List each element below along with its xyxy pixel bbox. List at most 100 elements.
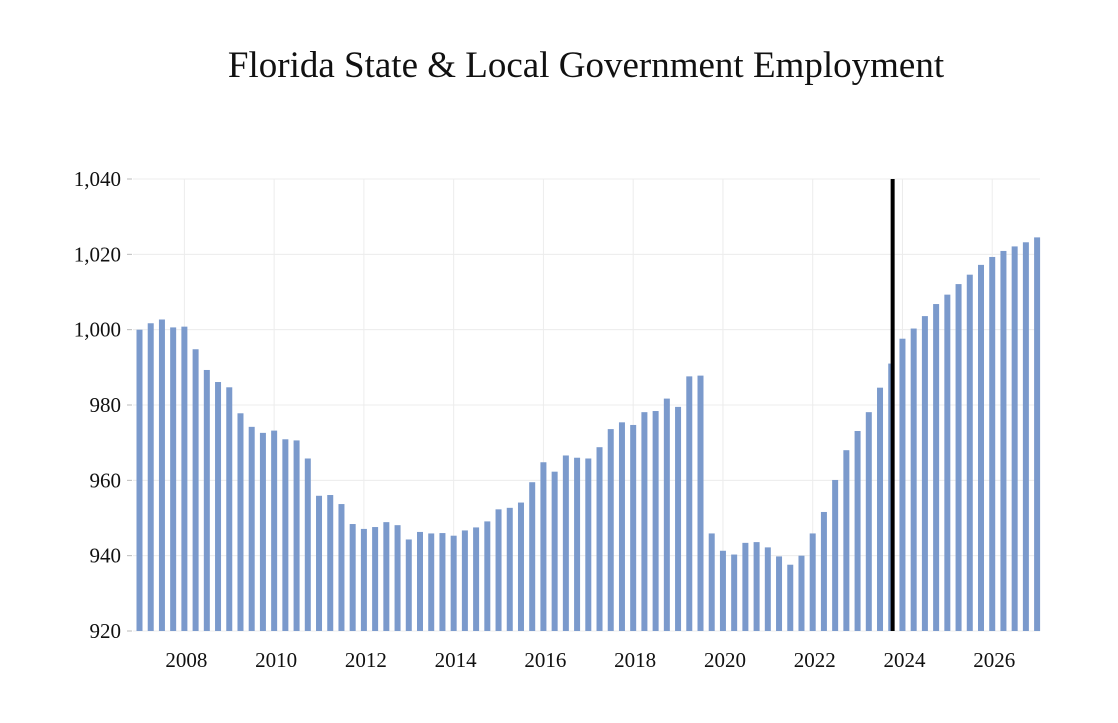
bar <box>1011 246 1018 632</box>
bar <box>417 531 423 631</box>
bar <box>899 338 906 631</box>
x-tick-label: 2016 <box>524 648 566 672</box>
bar <box>574 457 581 631</box>
bar <box>428 533 435 631</box>
bar <box>1022 242 1029 631</box>
bar <box>1000 250 1007 631</box>
bar <box>349 524 356 631</box>
bar <box>675 406 682 631</box>
bar <box>708 533 715 631</box>
y-axis: 920 940 960 980 1,000 1,020 1,040 <box>74 167 132 643</box>
bar <box>136 329 143 631</box>
chart-title: Florida State & Local Government Employm… <box>228 45 945 86</box>
bar <box>641 412 648 631</box>
bar <box>316 495 323 631</box>
bar <box>910 328 917 631</box>
bar <box>776 556 783 631</box>
bar <box>731 554 738 631</box>
bar <box>966 274 973 631</box>
bar <box>989 256 996 631</box>
bar <box>652 411 659 631</box>
bar <box>955 284 962 631</box>
bar <box>327 495 334 631</box>
bar <box>394 525 401 631</box>
bar <box>787 564 794 631</box>
bar <box>978 264 984 631</box>
bar <box>372 527 379 631</box>
bar <box>158 319 165 631</box>
bar <box>663 398 670 631</box>
bar <box>798 555 805 631</box>
y-tick-label: 940 <box>90 544 122 568</box>
bar <box>809 533 816 631</box>
x-tick-label: 2020 <box>704 648 746 672</box>
bar <box>203 369 210 631</box>
bar <box>753 542 760 631</box>
y-tick-label: 1,000 <box>74 318 121 342</box>
bar <box>585 458 592 631</box>
bar <box>865 412 872 631</box>
x-tick-label: 2010 <box>255 648 297 672</box>
bar <box>405 539 412 631</box>
bar <box>764 547 771 631</box>
bar <box>933 304 940 631</box>
bar <box>921 316 928 631</box>
bar <box>551 471 558 631</box>
bar <box>630 424 637 631</box>
bar <box>944 294 951 631</box>
bar <box>450 535 457 631</box>
y-tick-label: 960 <box>90 468 122 492</box>
bar <box>181 326 188 631</box>
x-tick-label: 2018 <box>614 648 656 672</box>
bar <box>360 528 367 631</box>
x-tick-label: 2022 <box>794 648 836 672</box>
bar <box>439 533 446 631</box>
bar <box>383 522 390 631</box>
bar <box>618 422 625 631</box>
bar <box>461 530 468 631</box>
bar <box>271 430 278 631</box>
x-tick-label: 2012 <box>345 648 387 672</box>
bar <box>226 387 233 631</box>
bar <box>877 387 884 631</box>
bar <box>248 426 255 631</box>
bar <box>843 450 850 631</box>
bar <box>529 482 536 631</box>
bar <box>282 439 289 631</box>
x-axis: 2008 2010 2012 2014 2016 2018 2020 2022 2024 2026 <box>165 648 1015 672</box>
bar <box>607 429 614 631</box>
bar <box>506 507 513 631</box>
bar <box>832 479 839 631</box>
bars <box>136 237 1041 632</box>
bar <box>742 542 749 631</box>
bar <box>304 458 311 631</box>
y-tick-label: 980 <box>90 393 122 417</box>
bar <box>540 462 547 631</box>
bar <box>517 502 524 631</box>
bar <box>495 509 502 631</box>
bar <box>596 447 603 631</box>
bar <box>293 440 300 631</box>
bar <box>820 511 827 631</box>
bar <box>719 550 726 631</box>
bar <box>484 521 491 631</box>
x-tick-label: 2024 <box>883 648 926 672</box>
x-tick-label: 2026 <box>973 648 1015 672</box>
bar <box>192 349 199 631</box>
bar <box>147 323 154 631</box>
y-tick-label: 1,020 <box>74 242 121 266</box>
x-tick-label: 2008 <box>165 648 207 672</box>
bar <box>697 375 704 631</box>
bar <box>170 327 177 631</box>
bar <box>473 527 480 631</box>
bar <box>259 432 266 631</box>
bar <box>237 413 244 631</box>
bar <box>1034 237 1041 631</box>
y-tick-label: 1,040 <box>74 167 121 191</box>
bar <box>686 376 693 631</box>
bar <box>215 382 222 631</box>
bar <box>338 504 345 631</box>
bar <box>562 455 569 631</box>
x-tick-label: 2014 <box>435 648 478 672</box>
